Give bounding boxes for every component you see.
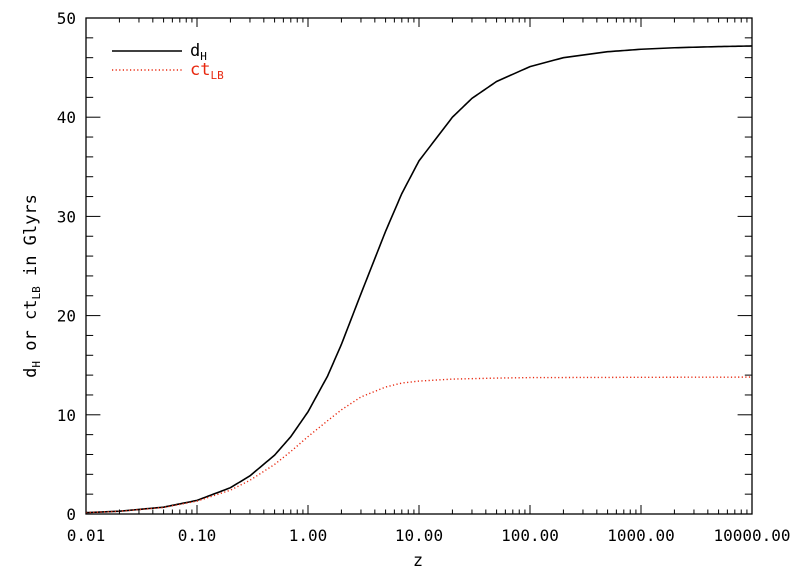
y-tick-label: 30	[57, 207, 76, 226]
legend-label-ctlb-main: ct	[190, 60, 210, 80]
legend-label-ctlb-sub: LB	[210, 69, 224, 82]
x-tick-label: 10.00	[395, 526, 443, 545]
legend: dH ctLB	[112, 41, 224, 82]
legend-label-dh-main: d	[190, 41, 200, 61]
y-tick-label: 0	[66, 505, 76, 524]
y-tick-label: 40	[57, 108, 76, 127]
legend-label-ctlb: ctLB	[190, 60, 224, 82]
series-line-1	[85, 376, 753, 514]
y-axis-title-sub1: H	[30, 361, 43, 368]
x-tick-label: 1000.00	[607, 526, 674, 545]
plot-frame	[85, 17, 753, 515]
y-axis-title: dH or ctLB in Glyrs	[21, 194, 43, 378]
y-tick-label: 50	[57, 9, 76, 28]
legend-label-dh: dH	[190, 41, 207, 63]
x-tick-label: 1.00	[289, 526, 328, 545]
x-tick-label: 0.10	[178, 526, 217, 545]
y-tick-label: 20	[57, 307, 76, 326]
y-tick-label: 10	[57, 406, 76, 425]
x-tick-label: 100.00	[501, 526, 559, 545]
legend-label-dh-sub: H	[200, 50, 207, 63]
y-axis-title-pre: d	[21, 368, 41, 378]
y-axis-title-mid: or ct	[21, 300, 41, 361]
x-tick-label: 10000.00	[713, 526, 790, 545]
x-axis-title: z	[413, 551, 423, 571]
series-line-0	[85, 45, 753, 514]
x-tick-label: 0.01	[67, 526, 106, 545]
y-axis-title-post: in Glyrs	[21, 194, 41, 286]
y-axis-title-sub2: LB	[30, 286, 43, 300]
